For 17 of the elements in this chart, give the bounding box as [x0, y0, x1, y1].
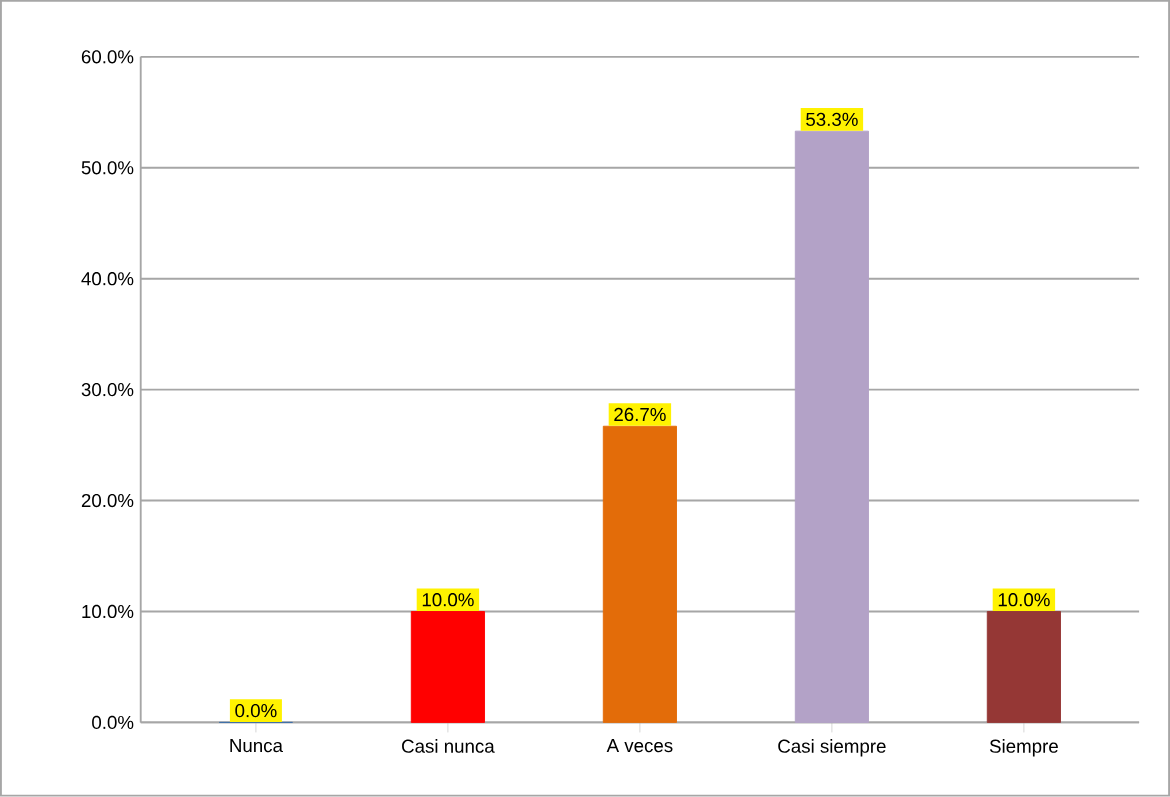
data-label: 53.3% [806, 112, 858, 127]
y-tick-label: 40.0% [81, 272, 134, 286]
y-tick-label: 0.0% [92, 716, 134, 730]
y-tick-label: 20.0% [81, 494, 134, 508]
x-tick-label: Nunca [230, 739, 283, 753]
data-label: 10.0% [422, 593, 474, 607]
x-tick-label: Siempre [989, 739, 1058, 757]
x-tick-label: A veces [606, 739, 673, 753]
data-label: 26.7% [614, 408, 666, 422]
data-label: 10.0% [998, 593, 1050, 607]
y-tick-label: 10.0% [82, 605, 134, 619]
x-tick-label: Casi siempre [778, 739, 886, 757]
data-label: 0.0% [235, 704, 277, 718]
y-tick-label: 30.0% [81, 383, 134, 397]
y-tick-label: 50.0% [81, 161, 134, 175]
y-tick-label: 60.0% [81, 50, 134, 64]
x-tick-label: Casi nunca [402, 739, 495, 754]
